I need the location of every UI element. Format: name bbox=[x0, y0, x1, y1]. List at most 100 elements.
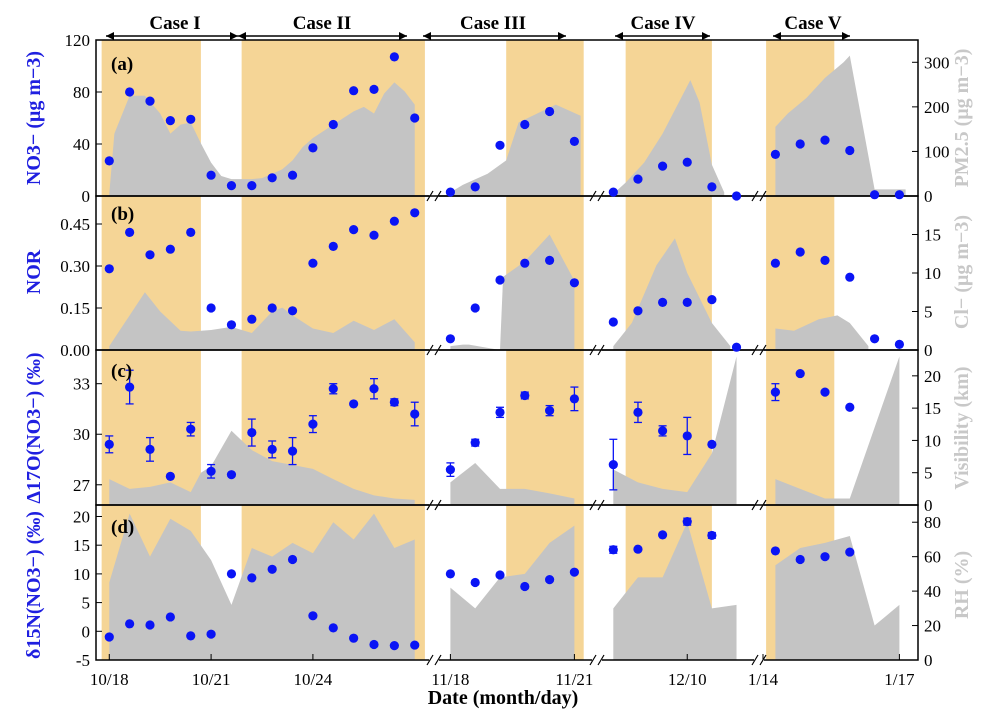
point-b-6 bbox=[226, 320, 237, 330]
point-b-32 bbox=[870, 334, 880, 344]
point-c-9 bbox=[287, 446, 298, 456]
axis-break-d-2b bbox=[597, 654, 605, 666]
point-a-31 bbox=[845, 145, 855, 156]
right-axis-title-a: PM2.5 (μg m−3) bbox=[951, 49, 973, 188]
point-c-16 bbox=[445, 465, 455, 475]
point-a-4 bbox=[186, 114, 196, 124]
point-d-4 bbox=[186, 631, 196, 641]
point-b-1 bbox=[125, 227, 135, 237]
point-b-9 bbox=[287, 306, 298, 316]
left-tick-label-d-5: 20 bbox=[73, 507, 90, 526]
point-c-2 bbox=[145, 444, 155, 455]
point-b-33 bbox=[894, 339, 905, 349]
area-series bbox=[109, 55, 906, 660]
x-tick-label-0: 10/18 bbox=[90, 670, 129, 689]
point-d-30 bbox=[845, 547, 855, 557]
point-b-22 bbox=[608, 317, 618, 327]
point-d-6 bbox=[226, 569, 237, 579]
x-axis-title: Date (month/day) bbox=[428, 687, 579, 709]
panel-label-a: (a) bbox=[111, 54, 133, 75]
panel-label-b: (b) bbox=[111, 204, 134, 225]
point-a-9 bbox=[287, 170, 298, 180]
point-b-27 bbox=[731, 342, 742, 352]
point-d-13 bbox=[369, 639, 379, 650]
panel-label-d: (d) bbox=[111, 517, 134, 538]
x-tick-label-3: 11/18 bbox=[431, 670, 469, 689]
point-a-3 bbox=[165, 116, 175, 126]
x-tick-label-1: 10/21 bbox=[192, 670, 231, 689]
point-b-20 bbox=[545, 255, 555, 265]
point-b-19 bbox=[520, 258, 530, 268]
right-tick-label-c-2: 10 bbox=[924, 431, 941, 450]
point-c-15 bbox=[410, 409, 420, 419]
axis-break-d-2a bbox=[589, 654, 597, 666]
point-d-8 bbox=[267, 564, 277, 574]
point-d-25 bbox=[682, 517, 692, 527]
point-a-11 bbox=[328, 119, 338, 130]
point-a-16 bbox=[445, 187, 455, 197]
point-a-33 bbox=[894, 190, 905, 200]
case-arrowhead-left-2 bbox=[238, 32, 246, 40]
left-tick-label-b-1: 0.15 bbox=[60, 299, 90, 318]
point-a-1 bbox=[125, 87, 135, 97]
point-b-17 bbox=[470, 303, 480, 313]
point-c-27 bbox=[770, 387, 781, 397]
point-b-3 bbox=[165, 244, 175, 254]
case-label-3: Case III bbox=[460, 13, 526, 34]
point-a-20 bbox=[545, 106, 555, 117]
point-b-26 bbox=[707, 295, 717, 305]
x-tick-label-4: 11/21 bbox=[555, 670, 593, 689]
point-c-22 bbox=[608, 459, 618, 470]
area-c-segment-4 bbox=[775, 356, 900, 505]
right-tick-label-c-4: 20 bbox=[924, 367, 941, 386]
right-tick-label-d-3: 60 bbox=[924, 548, 941, 567]
cases-header: Case I Case II Case III Case IV Case V bbox=[149, 13, 841, 34]
left-axis-title-d: δ15N(NO3−) (‰) bbox=[23, 511, 45, 659]
area-a-segment-2 bbox=[450, 104, 581, 196]
point-d-12 bbox=[349, 633, 359, 643]
point-c-18 bbox=[495, 407, 505, 417]
point-a-8 bbox=[267, 173, 277, 183]
point-b-23 bbox=[633, 306, 643, 316]
left-axis-title-c: Δ17O(NO3−) (‰) bbox=[23, 352, 45, 503]
point-c-4 bbox=[186, 424, 196, 434]
point-d-14 bbox=[389, 641, 399, 651]
left-tick-label-a-1: 40 bbox=[73, 135, 90, 154]
point-b-7 bbox=[247, 314, 257, 324]
panel-label-c: (c) bbox=[111, 361, 132, 382]
panel-labels: (a) (b) (c) (d) bbox=[111, 54, 134, 538]
axis-break-gap-d-1 bbox=[429, 658, 439, 662]
point-c-23 bbox=[633, 407, 643, 417]
point-c-14 bbox=[389, 397, 399, 407]
x-tick-label-7: 1/17 bbox=[884, 670, 915, 689]
point-d-10 bbox=[308, 611, 318, 621]
point-d-1 bbox=[125, 619, 135, 629]
point-d-23 bbox=[633, 544, 643, 554]
point-a-22 bbox=[608, 187, 618, 197]
case-arrowhead-right-5 bbox=[842, 32, 850, 40]
point-c-30 bbox=[845, 402, 855, 412]
point-c-6 bbox=[226, 470, 237, 480]
axis-break-d-1b bbox=[434, 654, 442, 666]
left-tick-label-c-1: 30 bbox=[73, 425, 90, 444]
right-tick-label-d-1: 20 bbox=[924, 617, 941, 636]
point-c-20 bbox=[545, 406, 555, 416]
point-a-27 bbox=[731, 191, 742, 201]
point-b-28 bbox=[770, 258, 781, 268]
area-b-segment-3 bbox=[613, 238, 731, 350]
point-d-24 bbox=[658, 530, 668, 540]
point-c-19 bbox=[520, 390, 530, 401]
point-d-28 bbox=[795, 554, 805, 565]
point-d-11 bbox=[328, 623, 338, 633]
point-b-10 bbox=[308, 258, 318, 268]
point-b-29 bbox=[795, 247, 805, 257]
case-arrowhead-right-1 bbox=[230, 32, 238, 40]
left-tick-label-a-0: 0 bbox=[82, 187, 91, 206]
point-c-0 bbox=[104, 439, 114, 449]
right-tick-label-b-3: 15 bbox=[924, 226, 941, 245]
area-c-segment-2 bbox=[450, 463, 575, 505]
point-d-16 bbox=[445, 569, 455, 579]
point-a-32 bbox=[870, 190, 880, 200]
left-axis-title-a: NO3− (μg m−3) bbox=[23, 51, 45, 185]
left-tick-label-c-0: 27 bbox=[73, 476, 91, 495]
